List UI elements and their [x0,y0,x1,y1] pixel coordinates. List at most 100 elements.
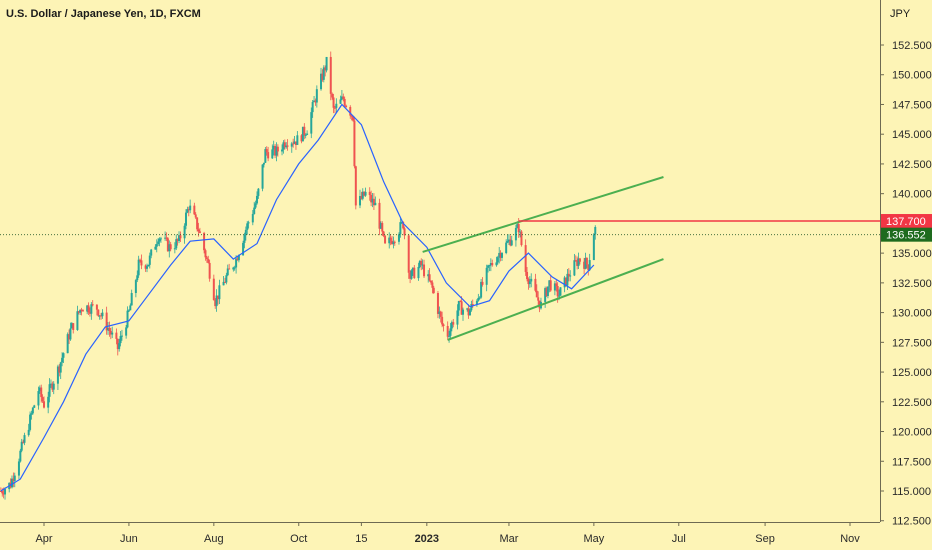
candle-body [76,311,79,330]
candle-body [127,310,130,312]
candle-body [545,288,548,297]
candle-body [379,223,382,229]
moving-average-line [0,103,595,492]
candle-body [432,287,435,294]
candle-body [119,336,122,344]
candle-body [576,260,579,266]
candle-body [446,326,449,337]
candle-body [393,241,396,243]
candle-body [33,405,36,408]
candle-body [350,115,353,117]
candle-body [218,285,221,300]
candle-body [275,146,278,156]
candle-body [69,328,72,340]
candle-body [428,274,431,281]
candle-body [300,135,303,142]
candle-body [304,134,307,136]
candle-body [431,282,434,288]
candle-body [235,258,238,268]
candle-body [98,315,101,317]
channel-support-line [447,258,664,341]
candle-body [130,292,133,306]
y-tick-label: 150.000 [892,70,932,82]
candle-body [120,335,123,337]
y-tick-label: 135.000 [892,248,932,260]
candle-body [62,353,65,358]
candle-body [409,272,412,279]
candle-body [449,328,452,336]
candle-body [468,310,471,316]
candle-body [548,280,551,287]
x-tick-label: Mar [499,533,518,545]
candle-body [194,214,197,218]
candle-body [507,239,510,242]
candle-body [520,231,523,246]
candle-body [310,112,313,134]
candle-body [487,265,490,268]
candle-body [51,383,54,390]
candle-body [290,143,293,147]
candle-body [392,241,395,244]
candle-body [526,271,529,280]
candle-body [222,281,225,286]
candle-body [358,196,361,206]
candle-body [154,246,157,250]
candle-body [43,401,45,408]
candle-body [460,301,463,315]
candle-body [86,305,89,312]
candle-body [577,258,580,266]
candle-body [587,264,590,271]
candle-body [349,106,352,116]
candle-body [438,311,441,314]
candle-body [448,335,451,337]
candle-body [97,309,100,316]
candle-body [242,242,245,256]
candle-body [352,115,355,121]
candle-body [59,362,62,373]
candle-body [264,149,267,163]
candle-body [27,429,30,436]
candle-body [427,274,430,277]
candle-body [236,258,239,261]
candle-body [56,366,59,384]
candle-body [429,280,432,283]
candle-body [413,267,416,279]
candle-body [178,235,181,241]
candle-body [12,478,15,481]
candles-group [0,51,597,500]
candle-body [294,141,297,145]
candle-body [407,235,410,273]
candle-body [79,309,82,313]
candle-body [157,241,160,245]
candle-body [203,232,206,251]
chart-title: U.S. Dollar / Japanese Yen, 1D, FXCM [6,8,201,20]
y-tick-label: 132.500 [892,278,932,290]
candle-body [374,202,377,206]
x-tick-label: Aug [204,533,224,545]
candle-body [354,166,357,206]
x-tick-label: Jul [672,533,686,545]
candle-body [4,489,7,495]
candle-body [237,255,240,261]
x-tick-label: 2023 [415,533,439,545]
candle-body [418,261,421,267]
candle-body [481,281,484,285]
candle-body [196,217,199,230]
candle-body [389,237,392,241]
candle-body [198,231,201,233]
candle-body [108,327,111,331]
candle-body [23,435,26,443]
candle-body [292,143,295,145]
candle-body [556,286,559,297]
candle-body [500,253,503,258]
x-tick-label: Jun [120,533,138,545]
candle-body [459,301,462,303]
channel-resistance-line [422,176,664,253]
candle-body [368,191,371,195]
candle-body [343,98,346,106]
currency-label: JPY [890,8,911,20]
candle-body [592,234,595,261]
candle-body [467,308,470,316]
candle-body [516,224,519,228]
candle-body [207,259,210,263]
